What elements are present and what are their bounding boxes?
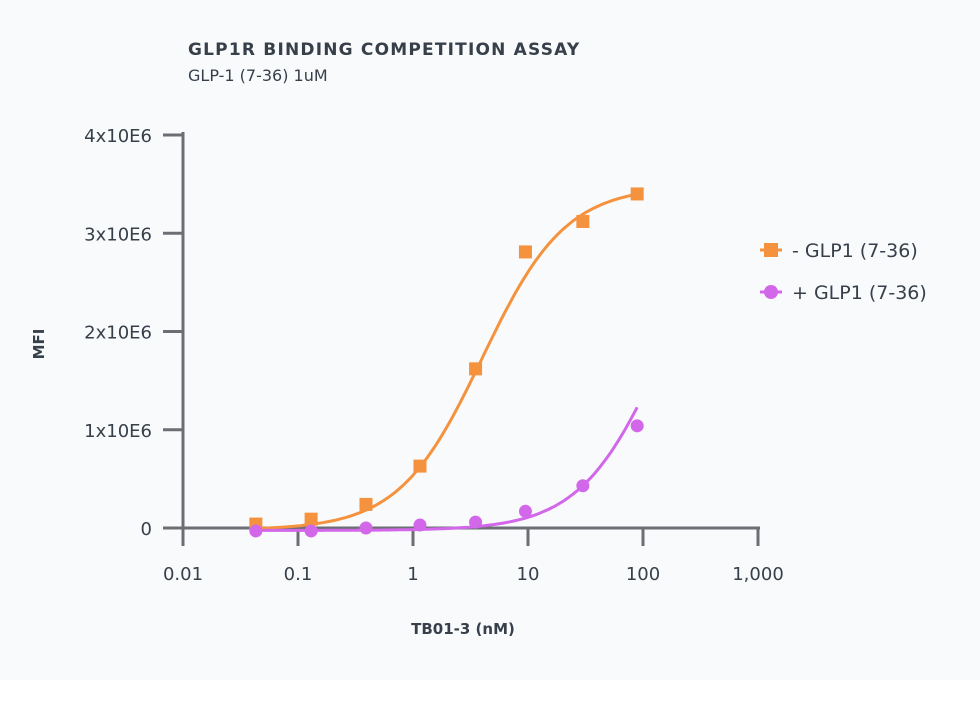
legend-square-marker [764,243,778,257]
data-point-circle [413,518,427,532]
data-point-circle [576,479,590,493]
x-tick-label: 1,000 [732,564,784,585]
y-tick-label: 0 [141,519,152,540]
y-tick-label: 1x10E6 [84,421,152,442]
data-point-square [630,187,644,201]
data-point-square [304,512,318,526]
legend-label: + GLP1 (7-36) [792,282,927,304]
x-tick-label: 100 [626,564,660,585]
data-point-circle [630,419,644,433]
data-point-circle [304,524,318,538]
data-point-circle [518,504,532,518]
fit-curve [255,192,638,530]
legend-circle-marker [764,285,778,299]
data-point-square [518,245,532,259]
data-point-square [359,497,373,511]
y-axis-label: MFI [30,329,48,360]
y-tick-label: 3x10E6 [84,224,152,245]
bottom-margin [0,680,980,710]
chart-subtitle: GLP-1 (7-36) 1uM [188,66,328,85]
x-axis-label: TB01-3 (nM) [411,620,515,638]
data-point-square [469,362,483,376]
data-point-square [413,459,427,473]
x-tick-label: 0.01 [163,564,203,585]
y-tick-label: 4x10E6 [84,126,152,147]
x-tick-label: 10 [517,564,540,585]
x-tick-label: 1 [407,564,418,585]
data-point-circle [469,515,483,529]
legend-label: - GLP1 (7-36) [792,240,918,262]
y-tick-label: 2x10E6 [84,323,152,344]
data-point-square [576,214,590,228]
chart-title: GLP1R BINDING COMPETITION ASSAY [188,40,581,60]
fit-curve [255,406,639,532]
data-point-circle [359,521,373,535]
data-point-circle [249,524,263,538]
x-tick-label: 0.1 [284,564,313,585]
